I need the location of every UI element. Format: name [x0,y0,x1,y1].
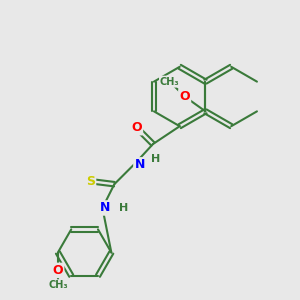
Text: H: H [119,203,128,213]
Text: H: H [152,154,161,164]
Text: O: O [52,264,63,277]
Text: N: N [100,202,111,214]
Text: CH₃: CH₃ [160,76,180,87]
Text: O: O [179,90,190,103]
Text: S: S [86,175,95,188]
Text: CH₃: CH₃ [48,280,68,290]
Text: N: N [134,158,145,171]
Text: O: O [131,121,142,134]
